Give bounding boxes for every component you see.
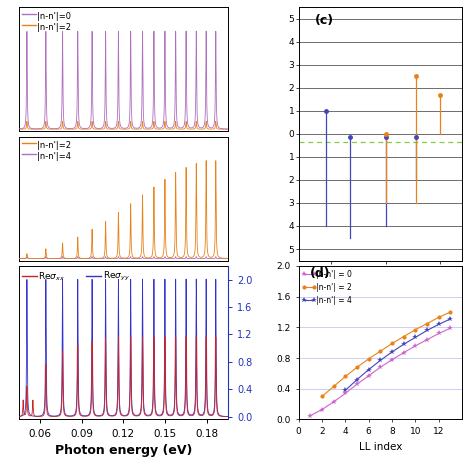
Text: |n-n'|=2: |n-n'|=2 xyxy=(37,23,71,32)
X-axis label: Wave vector: Wave vector xyxy=(348,283,413,293)
Text: (c): (c) xyxy=(315,14,334,27)
Text: |n-n'|=2: |n-n'|=2 xyxy=(37,141,71,150)
X-axis label: LL index: LL index xyxy=(359,442,402,452)
Text: |n-n'|=0: |n-n'|=0 xyxy=(37,12,71,21)
Text: (d): (d) xyxy=(310,267,331,280)
Text: |n-n'| = 4: |n-n'| = 4 xyxy=(316,296,352,305)
Text: Re$\sigma_{yy}$: Re$\sigma_{yy}$ xyxy=(102,270,129,283)
Text: |n-n'| = 2: |n-n'| = 2 xyxy=(316,283,352,292)
Text: |n-n'| = 0: |n-n'| = 0 xyxy=(316,270,352,279)
Text: Re$\sigma_{xx}$: Re$\sigma_{xx}$ xyxy=(38,271,65,283)
Text: |n-n'|=4: |n-n'|=4 xyxy=(37,152,71,161)
X-axis label: Photon energy (eV): Photon energy (eV) xyxy=(55,444,192,457)
